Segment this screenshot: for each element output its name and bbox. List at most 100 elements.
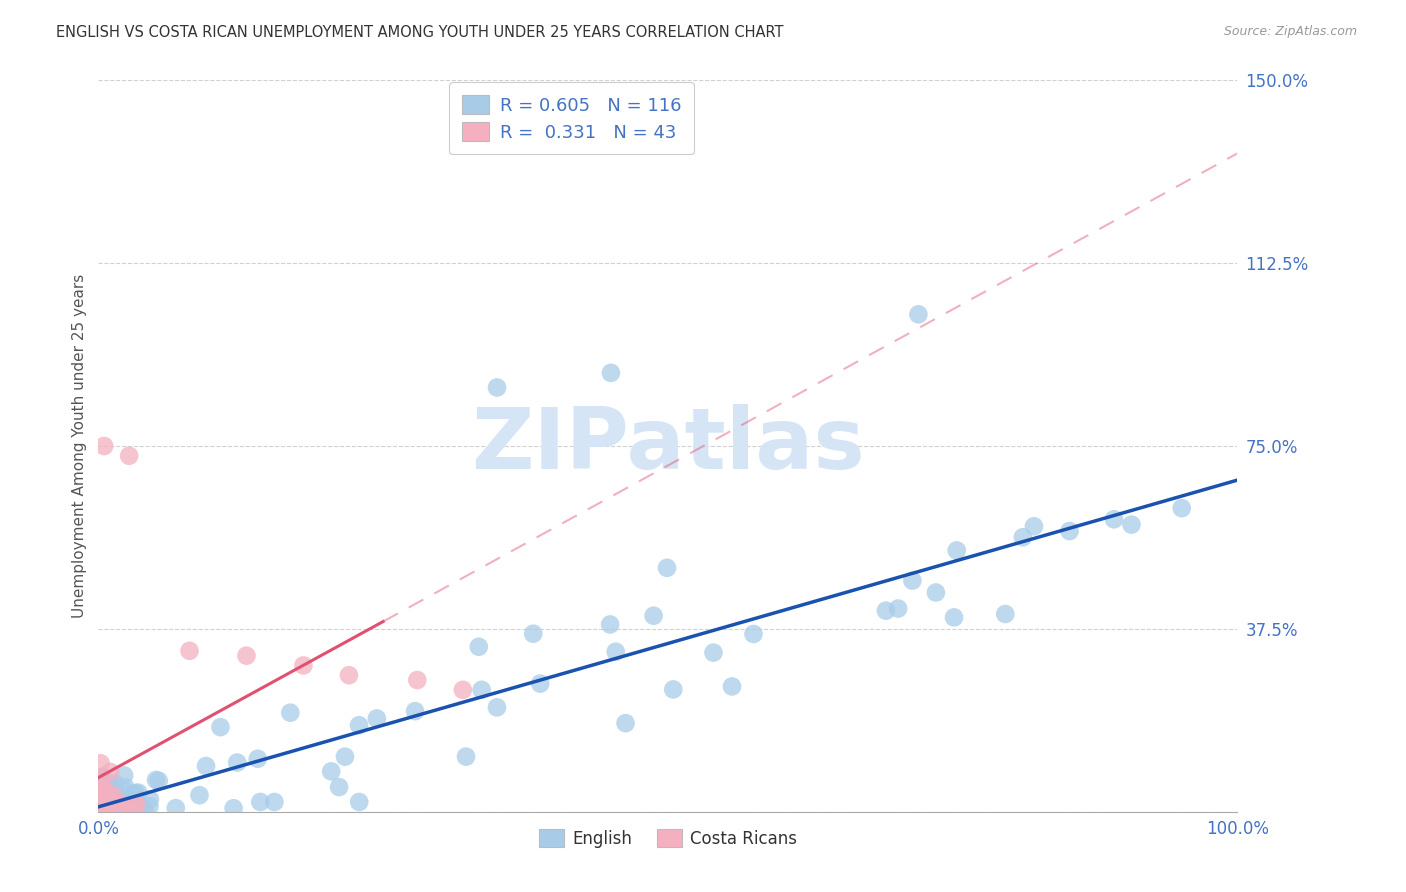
Point bbox=[333, 749, 356, 764]
Point bbox=[222, 801, 245, 815]
Point bbox=[124, 786, 146, 800]
Point bbox=[101, 799, 124, 814]
Point bbox=[93, 798, 115, 813]
Point bbox=[90, 771, 112, 785]
Point bbox=[328, 780, 350, 794]
Point bbox=[292, 658, 315, 673]
Point bbox=[89, 788, 111, 802]
Point bbox=[89, 804, 111, 818]
Point bbox=[94, 802, 117, 816]
Point bbox=[139, 792, 162, 806]
Point bbox=[471, 682, 494, 697]
Point bbox=[235, 648, 257, 663]
Point bbox=[468, 640, 491, 654]
Point bbox=[96, 801, 118, 815]
Point bbox=[96, 804, 118, 818]
Point bbox=[118, 449, 141, 463]
Point bbox=[108, 801, 131, 815]
Point bbox=[1011, 530, 1033, 544]
Point bbox=[246, 752, 269, 766]
Point bbox=[93, 796, 115, 810]
Point bbox=[100, 800, 122, 814]
Point bbox=[93, 797, 115, 812]
Point bbox=[91, 794, 114, 808]
Point bbox=[91, 800, 114, 814]
Point bbox=[105, 795, 128, 809]
Point bbox=[100, 778, 122, 792]
Point bbox=[94, 805, 117, 819]
Point bbox=[485, 700, 508, 714]
Point bbox=[93, 439, 115, 453]
Point bbox=[599, 617, 621, 632]
Point bbox=[94, 783, 117, 797]
Point bbox=[110, 801, 132, 815]
Point bbox=[195, 759, 218, 773]
Point bbox=[97, 797, 120, 812]
Point bbox=[226, 756, 249, 770]
Point bbox=[103, 796, 125, 810]
Point bbox=[925, 585, 948, 599]
Point bbox=[100, 797, 122, 811]
Point bbox=[148, 773, 170, 788]
Point bbox=[406, 673, 429, 687]
Point bbox=[605, 645, 627, 659]
Point bbox=[91, 800, 114, 814]
Point bbox=[165, 801, 187, 815]
Point bbox=[118, 804, 141, 818]
Point bbox=[108, 801, 131, 815]
Point bbox=[875, 604, 897, 618]
Point bbox=[529, 676, 551, 690]
Point bbox=[100, 780, 122, 795]
Point bbox=[89, 794, 111, 808]
Point bbox=[97, 793, 120, 807]
Point bbox=[643, 608, 665, 623]
Point bbox=[614, 716, 637, 731]
Point bbox=[90, 772, 112, 787]
Point bbox=[98, 790, 121, 805]
Point bbox=[98, 798, 121, 813]
Point bbox=[114, 780, 136, 794]
Text: ZIPatlas: ZIPatlas bbox=[471, 404, 865, 488]
Point bbox=[103, 803, 125, 817]
Point bbox=[91, 780, 114, 795]
Point bbox=[94, 802, 117, 816]
Point bbox=[337, 668, 360, 682]
Point bbox=[93, 789, 115, 804]
Point bbox=[90, 793, 112, 807]
Point bbox=[94, 800, 117, 814]
Point bbox=[98, 793, 121, 807]
Y-axis label: Unemployment Among Youth under 25 years: Unemployment Among Youth under 25 years bbox=[72, 274, 87, 618]
Point bbox=[655, 561, 678, 575]
Point bbox=[522, 626, 544, 640]
Point bbox=[89, 789, 111, 803]
Point bbox=[112, 801, 135, 815]
Point bbox=[96, 791, 118, 805]
Point bbox=[122, 787, 145, 801]
Point bbox=[97, 793, 120, 807]
Point bbox=[98, 764, 121, 779]
Point bbox=[96, 796, 118, 810]
Point bbox=[907, 307, 929, 321]
Point bbox=[662, 682, 685, 697]
Point bbox=[451, 682, 474, 697]
Point bbox=[105, 797, 128, 811]
Point bbox=[112, 768, 135, 782]
Point bbox=[111, 799, 134, 814]
Point bbox=[943, 610, 966, 624]
Point bbox=[1102, 512, 1125, 526]
Point bbox=[347, 718, 370, 732]
Point bbox=[89, 784, 111, 798]
Legend: English, Costa Ricans: English, Costa Ricans bbox=[531, 822, 804, 855]
Point bbox=[94, 804, 117, 818]
Point bbox=[108, 801, 131, 815]
Point bbox=[89, 804, 111, 818]
Point bbox=[945, 543, 967, 558]
Point bbox=[91, 770, 114, 784]
Point bbox=[101, 800, 124, 814]
Point bbox=[404, 704, 426, 718]
Point bbox=[112, 783, 135, 797]
Point bbox=[97, 775, 120, 789]
Point bbox=[134, 803, 156, 817]
Text: Source: ZipAtlas.com: Source: ZipAtlas.com bbox=[1223, 25, 1357, 38]
Point bbox=[90, 756, 112, 771]
